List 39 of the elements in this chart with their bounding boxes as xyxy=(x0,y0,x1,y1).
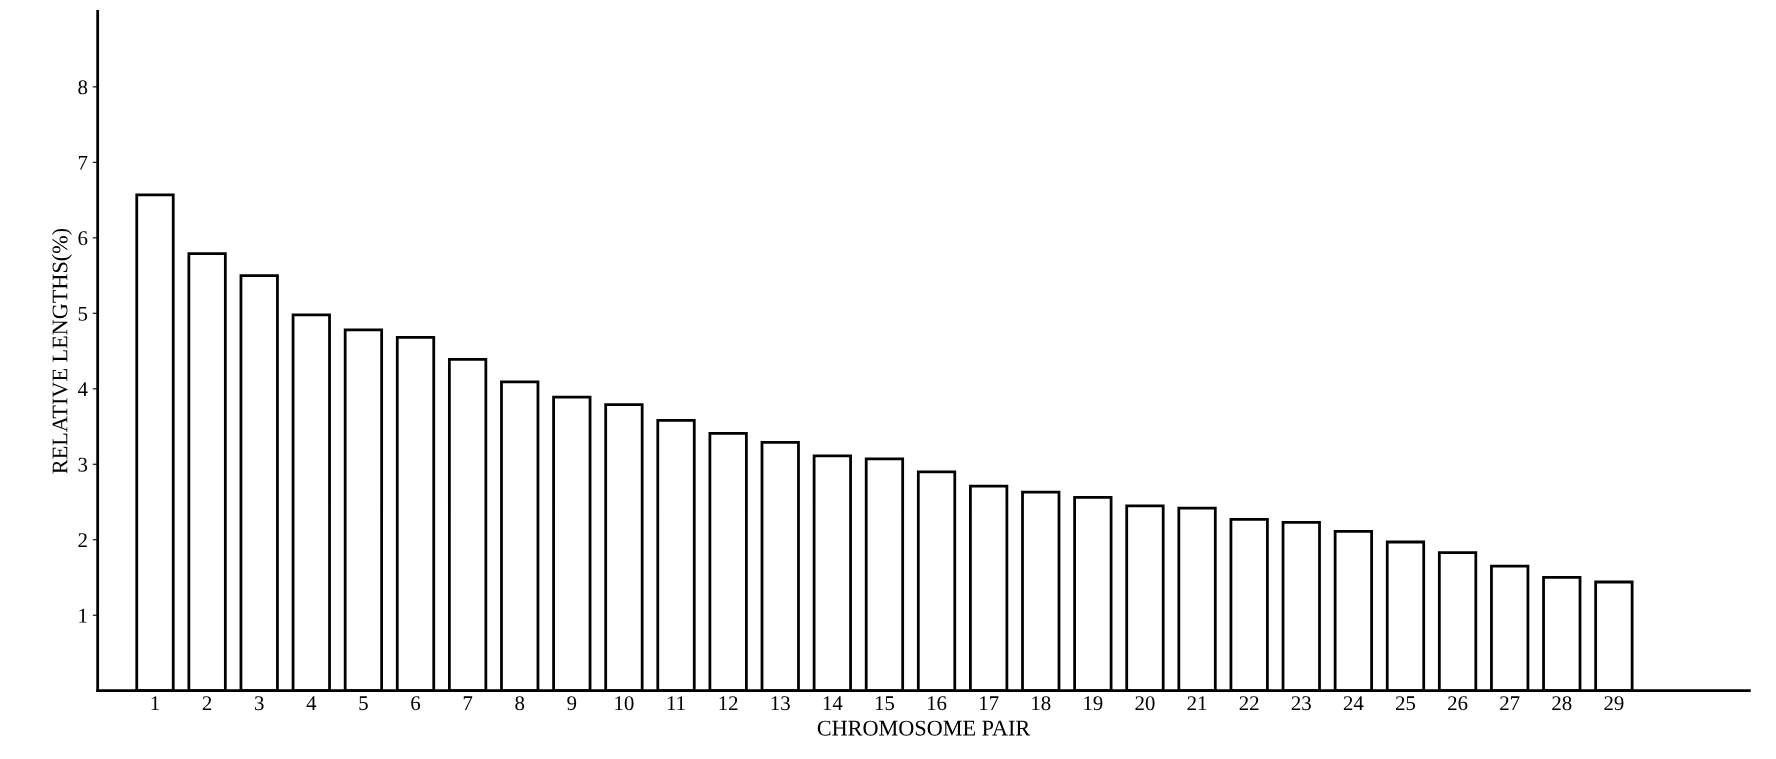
x-tick-label: 11 xyxy=(667,696,685,711)
y-tick-label: 7 xyxy=(78,155,88,170)
x-tick-label: 22 xyxy=(1239,696,1259,711)
x-tick-label: 8 xyxy=(515,696,525,711)
x-tick-label: 29 xyxy=(1604,696,1624,711)
x-tick-label: 19 xyxy=(1084,696,1103,711)
x-tick-label: 24 xyxy=(1343,696,1364,711)
x-tick-label: 28 xyxy=(1552,696,1572,711)
y-tick-label: 3 xyxy=(78,457,88,472)
x-tick-label: 17 xyxy=(980,696,999,711)
x-tick-label: 10 xyxy=(615,696,634,711)
x-tick-label: 26 xyxy=(1448,696,1468,711)
x-tick-label: 12 xyxy=(719,696,738,711)
x-tick-label: 18 xyxy=(1032,696,1051,711)
x-tick-label: 1 xyxy=(151,696,159,711)
y-tick-label: 1 xyxy=(79,608,87,623)
x-tick-label: 3 xyxy=(254,696,264,711)
y-tick-label: 2 xyxy=(78,533,87,547)
y-tick-label: 5 xyxy=(78,306,88,321)
x-tick-label: 15 xyxy=(875,696,895,711)
x-tick-label: 7 xyxy=(463,696,473,711)
x-tick-label: 21 xyxy=(1187,696,1207,711)
x-tick-label: 4 xyxy=(306,696,317,711)
x-tick-label: 14 xyxy=(823,696,843,711)
y-axis-title: RELATIVE LENGTHS(%) xyxy=(51,228,72,474)
y-tick-label: 4 xyxy=(77,382,88,396)
x-tick-label: 23 xyxy=(1291,696,1311,711)
y-tick-label: 8 xyxy=(78,80,88,95)
x-tick-label: 13 xyxy=(771,696,790,711)
x-tick-label: 27 xyxy=(1500,696,1520,711)
x-tick-label: 9 xyxy=(567,696,577,711)
y-tick-label: 6 xyxy=(78,231,88,246)
x-tick-label: 16 xyxy=(927,696,947,711)
x-tick-label: 25 xyxy=(1395,696,1416,711)
x-tick-label: 5 xyxy=(359,696,368,711)
x-tick-label: 20 xyxy=(1135,696,1155,711)
x-tick-label: 6 xyxy=(411,696,421,711)
x-axis-title: CHROMOSOME PAIR xyxy=(817,720,1031,736)
x-tick-label: 2 xyxy=(202,696,212,711)
